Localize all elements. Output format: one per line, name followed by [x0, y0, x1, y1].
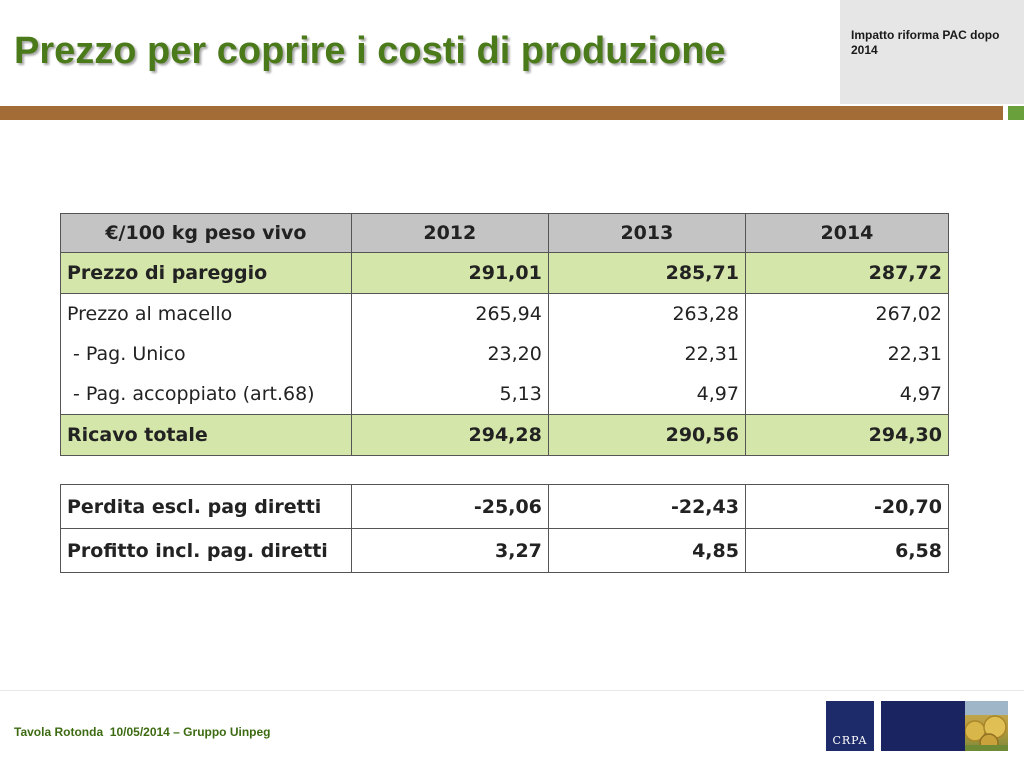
hay-bales-icon — [965, 701, 1008, 751]
header-accent-square — [1008, 106, 1024, 120]
cell-value: 294,30 — [744, 414, 950, 456]
cell-value: 4,85 — [547, 528, 746, 573]
crpa-logo-text: CRPA — [832, 734, 868, 747]
table-row-prezzo-macello: Prezzo al macello 265,94 263,28 267,02 — [60, 293, 950, 334]
cell-value: 290,56 — [547, 414, 746, 456]
cell-value: 287,72 — [744, 252, 950, 294]
table-row-profitto: Profitto incl. pag. diretti 3,27 4,85 6,… — [60, 528, 950, 573]
cell-value: 22,31 — [547, 334, 746, 374]
table-header-row: €/100 kg peso vivo 2012 2013 2014 — [60, 213, 950, 253]
row-label: - Pag. accoppiato (art.68) — [60, 374, 352, 415]
cell-value: 3,27 — [350, 528, 549, 573]
footer-divider — [0, 690, 1024, 691]
table-row-ricavo-totale: Ricavo totale 294,28 290,56 294,30 — [60, 414, 950, 456]
corner-note-box — [840, 0, 1024, 104]
cell-value: -25,06 — [350, 484, 549, 529]
table-row-pag-accoppiato: - Pag. accoppiato (art.68) 5,13 4,97 4,9… — [60, 374, 950, 415]
header-divider-bar — [0, 106, 1003, 120]
table-row-pag-unico: - Pag. Unico 23,20 22,31 22,31 — [60, 334, 950, 374]
cell-value: 4,97 — [744, 374, 950, 415]
cell-value: -22,43 — [547, 484, 746, 529]
row-label: Prezzo al macello — [60, 293, 352, 334]
row-label: Profitto incl. pag. diretti — [60, 528, 352, 573]
cell-value: 5,13 — [350, 374, 549, 415]
table-row-perdita: Perdita escl. pag diretti -25,06 -22,43 … — [60, 484, 950, 529]
cell-value: 265,94 — [350, 293, 549, 334]
crpa-logo: CRPA — [826, 701, 874, 751]
cost-price-table: €/100 kg peso vivo 2012 2013 2014 Prezzo… — [60, 213, 950, 456]
cell-value: -20,70 — [744, 484, 950, 529]
header-year-2012: 2012 — [350, 213, 549, 253]
cell-value: 6,58 — [744, 528, 950, 573]
header-unit: €/100 kg peso vivo — [60, 213, 352, 253]
header-year-2013: 2013 — [547, 213, 746, 253]
header-year-2014: 2014 — [744, 213, 950, 253]
row-label: - Pag. Unico — [60, 334, 352, 374]
cell-value: 22,31 — [744, 334, 950, 374]
cell-value: 4,97 — [547, 374, 746, 415]
corner-note: Impatto riforma PAC dopo 2014 — [851, 28, 1000, 57]
cell-value: 263,28 — [547, 293, 746, 334]
table-row-prezzo-pareggio: Prezzo di pareggio 291,01 285,71 287,72 — [60, 252, 950, 294]
cell-value: 285,71 — [547, 252, 746, 294]
cell-value: 23,20 — [350, 334, 549, 374]
row-label: Ricavo totale — [60, 414, 352, 456]
logo-navy-block — [881, 701, 965, 751]
row-label: Perdita escl. pag diretti — [60, 484, 352, 529]
cell-value: 294,28 — [350, 414, 549, 456]
cell-value: 291,01 — [350, 252, 549, 294]
footer-caption: Tavola Rotonda 10/05/2014 – Gruppo Uinpe… — [14, 725, 271, 739]
row-label: Prezzo di pareggio — [60, 252, 352, 294]
cell-value: 267,02 — [744, 293, 950, 334]
hay-bales-photo — [965, 701, 1008, 751]
slide-title: Prezzo per coprire i costi di produzione — [14, 30, 726, 72]
profit-loss-table: Perdita escl. pag diretti -25,06 -22,43 … — [60, 484, 950, 573]
